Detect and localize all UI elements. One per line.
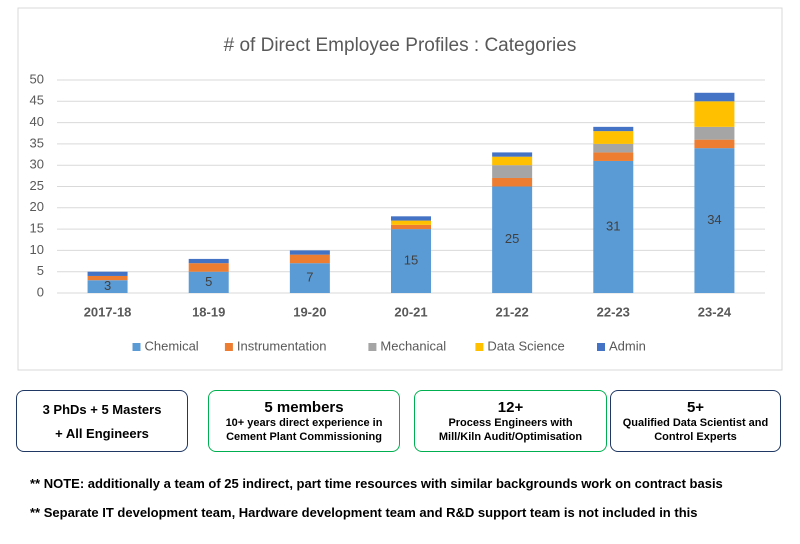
bar-segment (593, 143, 634, 153)
data-label: 3 (104, 278, 111, 293)
legend-label: Instrumentation (237, 338, 327, 353)
data-label: 5 (205, 274, 212, 289)
box-line: Process Engineers with (448, 416, 573, 429)
bar-segment (593, 126, 634, 132)
chart: # of Direct Employee Profiles : Categori… (17, 7, 783, 371)
bar-segment (694, 148, 735, 293)
bar-segment (391, 216, 431, 221)
y-tick-label: 10 (30, 242, 44, 257)
box-line: Mill/Kiln Audit/Optimisation (438, 430, 583, 443)
note: ** Separate IT development team, Hardwar… (30, 505, 698, 520)
note: ** NOTE: additionally a team of 25 indir… (30, 476, 723, 491)
y-tick-label: 40 (30, 114, 44, 129)
bar-segment (593, 160, 634, 293)
y-tick-label: 45 (30, 93, 44, 108)
legend-swatch (224, 343, 233, 351)
bar-segment (694, 101, 735, 127)
data-label: 34 (707, 212, 721, 227)
bar-segment (87, 271, 128, 276)
legend-label: Data Science (487, 338, 564, 353)
y-tick-label: 0 (37, 284, 44, 299)
data-label: 15 (404, 252, 418, 267)
box-headline: 5+ (686, 398, 705, 416)
info-box: 12+ Process Engineers with Mill/Kiln Audit… (414, 390, 607, 452)
legend-swatch (475, 343, 484, 351)
info-box: 5 members 10+ years direct experience in C… (208, 390, 400, 452)
bar-segment (694, 139, 735, 149)
bar-segment (188, 258, 229, 264)
box-headline: 3 PhDs + 5 Masters (42, 401, 162, 417)
y-tick-label: 30 (30, 157, 44, 172)
bar-segment (492, 156, 533, 166)
bar-segment (188, 271, 229, 293)
box-line: Qualified Data Scientist and (622, 416, 769, 429)
bar-segment (289, 254, 330, 264)
legend-swatch (368, 343, 377, 351)
bar-segment (391, 224, 431, 230)
x-tick-label: 19-20 (293, 304, 326, 319)
bar-segment (289, 263, 330, 293)
legend-swatch (132, 343, 141, 351)
bar-segment (492, 186, 533, 293)
chart-frame (17, 7, 783, 371)
bar-segment (694, 126, 735, 140)
y-tick-label: 15 (30, 221, 44, 236)
bar-segment (87, 275, 128, 281)
bar-segment (289, 250, 330, 255)
legend-label: Mechanical (380, 338, 446, 353)
x-tick-label: 18-19 (192, 304, 225, 319)
legend-label: Chemical (145, 338, 199, 353)
x-tick-label: 21-22 (496, 304, 529, 319)
x-tick-label: 23-24 (698, 304, 732, 319)
box-line: Control Experts (654, 430, 737, 443)
y-tick-label: 5 (37, 263, 44, 278)
y-tick-label: 50 (30, 71, 44, 86)
bar-segment (87, 280, 128, 293)
legend-label: Admin (609, 338, 646, 353)
y-tick-label: 35 (30, 135, 44, 150)
box-line: Cement Plant Commissioning (226, 430, 382, 443)
bar-segment (492, 152, 533, 157)
bar-segment (593, 152, 634, 161)
y-tick-label: 20 (30, 199, 44, 214)
y-tick-label: 25 (30, 178, 44, 193)
bar-segment (492, 177, 533, 187)
box-line: 10+ years direct experience in (225, 416, 383, 429)
info-box: 3 PhDs + 5 Masters + All Engineers (16, 390, 188, 452)
box-headline: 12+ (497, 398, 524, 416)
bar-segment (492, 165, 533, 178)
box-line: + All Engineers (55, 425, 149, 441)
bar-segment (391, 229, 431, 293)
info-box: 5+ Qualified Data Scientist and Control Ex… (610, 390, 781, 452)
legend-swatch (597, 343, 605, 351)
box-headline: 5 members (264, 398, 344, 416)
bar-segment (694, 92, 735, 102)
bar-segment (391, 220, 431, 225)
data-label: 31 (606, 218, 620, 233)
data-label: 7 (306, 270, 313, 285)
x-tick-label: 20-21 (394, 304, 427, 319)
bar-segment (593, 131, 634, 144)
x-tick-label: 22-23 (597, 304, 630, 319)
x-tick-label: 2017-18 (84, 304, 132, 319)
data-label: 25 (505, 231, 519, 246)
chart-title: # of Direct Employee Profiles : Categori… (224, 35, 577, 56)
bar-segment (188, 263, 229, 272)
